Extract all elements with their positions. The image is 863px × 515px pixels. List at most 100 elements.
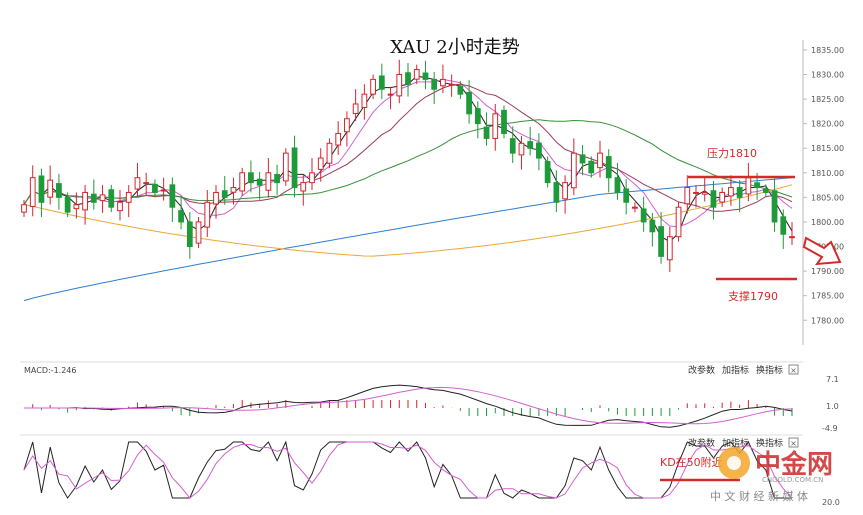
candle-body [466, 91, 472, 115]
candle-body [675, 206, 682, 238]
kd-panel: 改参数 加指标 换指标 × 20.0 KD在50附近 [20, 434, 840, 507]
y-tick-label: 1820.00 [811, 120, 844, 129]
candle-body [248, 172, 254, 184]
candle-body [186, 221, 193, 248]
candle-body [204, 201, 211, 228]
kd-btn-params[interactable]: 改参数 [688, 437, 715, 449]
candle-body [361, 93, 368, 108]
candle-body [291, 147, 298, 189]
candle-body [134, 177, 141, 190]
candle-body [378, 75, 385, 90]
candle-body [527, 141, 534, 149]
candle-body [649, 219, 656, 233]
candle-body [108, 189, 115, 208]
kd-lines [23, 440, 793, 499]
candle-body [605, 156, 612, 179]
macd-lines [24, 384, 793, 428]
candle-body [300, 182, 307, 192]
candle-body [492, 113, 499, 139]
candle-body [701, 191, 708, 195]
candle-body [597, 152, 603, 169]
candle-body [736, 187, 743, 198]
macd-btn-add[interactable]: 加指标 [722, 364, 749, 376]
kd-close-glyph: × [790, 439, 797, 448]
candle-body [344, 118, 350, 133]
candle-body [73, 204, 80, 210]
candle-body [370, 78, 376, 95]
watermark-brand: 中金网 [755, 449, 833, 480]
candle-body [352, 103, 359, 115]
candle-body [728, 187, 734, 197]
candle-body [684, 187, 691, 205]
price-panel: 1835.00 1830.00 1825.00 1820.00 1815.00 1810.… [21, 40, 844, 345]
candle-body [282, 152, 289, 182]
candle-body [431, 78, 438, 90]
cngold-logo-inner [727, 456, 741, 470]
kd-tick-low: 20.0 [822, 498, 840, 507]
y-tick-label: 1815.00 [811, 144, 844, 153]
candle-body [117, 201, 123, 212]
candle-body [256, 178, 263, 186]
candle-body [623, 188, 630, 203]
y-tick-label: 1780.00 [811, 316, 844, 325]
macd-close-icon[interactable] [788, 364, 799, 375]
candle-body [21, 204, 27, 213]
candle-body [99, 194, 106, 202]
candle-body [387, 93, 394, 96]
candle-body [230, 187, 237, 193]
candle-body [570, 152, 577, 189]
candle-body [143, 182, 150, 185]
support-label: 支撑1790 [728, 289, 778, 303]
kd-k-line [23, 440, 792, 499]
candle-body [658, 226, 664, 257]
candlesticks [21, 59, 795, 273]
chart-title: XAU 2小时走势 [390, 37, 520, 58]
y-tick-label: 1785.00 [811, 292, 844, 301]
resistance-label: 压力1810 [707, 147, 757, 160]
watermark-slogan: 中 文 财 经 新 媒 体 [710, 489, 808, 503]
candle-body [265, 172, 272, 191]
candle-body [448, 83, 455, 86]
candle-body [152, 183, 158, 193]
candle-body [640, 208, 647, 223]
macd-btn-params[interactable]: 改参数 [688, 364, 715, 376]
watermark-url: CNGOLD.COM.CN [762, 476, 823, 484]
candle-body [326, 142, 333, 164]
candle-body [553, 182, 560, 203]
y-tick-label: 1805.00 [811, 193, 844, 202]
candle-body [317, 157, 324, 170]
candle-body [509, 138, 516, 154]
candle-body [335, 132, 342, 146]
candle-body [239, 172, 246, 192]
candle-body [666, 236, 673, 261]
macd-dif-line [24, 384, 793, 428]
candle-body [64, 196, 71, 213]
candle-body [614, 177, 621, 193]
candle-body [588, 160, 595, 174]
candle-body [221, 190, 228, 198]
candle-body [440, 78, 446, 87]
candle-body [518, 142, 525, 156]
macd-dea-line [24, 386, 793, 425]
candle-body [413, 69, 420, 80]
macd-btn-switch[interactable]: 换指标 [756, 364, 783, 376]
candle-body [719, 191, 726, 203]
candle-body [632, 206, 638, 209]
candle-body [29, 177, 36, 207]
kd-btn-add[interactable]: 加指标 [722, 437, 749, 449]
macd-panel: MACD:-1.246 改参数 加指标 换指标 × 7.1 1.0 -4.9 [20, 361, 839, 433]
candle-body [169, 184, 176, 208]
macd-tick-mid: 1.0 [826, 402, 839, 411]
kd-close-icon[interactable] [788, 437, 799, 448]
ma-orange-line [23, 184, 793, 257]
kd-btn-switch[interactable]: 换指标 [756, 437, 783, 449]
candle-body [195, 221, 202, 244]
candle-body [710, 190, 717, 208]
candle-body [474, 108, 481, 125]
candle-body [754, 182, 760, 189]
candle-body [422, 72, 429, 80]
candle-body [501, 109, 507, 134]
candle-body [125, 191, 132, 203]
candle-body [396, 73, 403, 97]
